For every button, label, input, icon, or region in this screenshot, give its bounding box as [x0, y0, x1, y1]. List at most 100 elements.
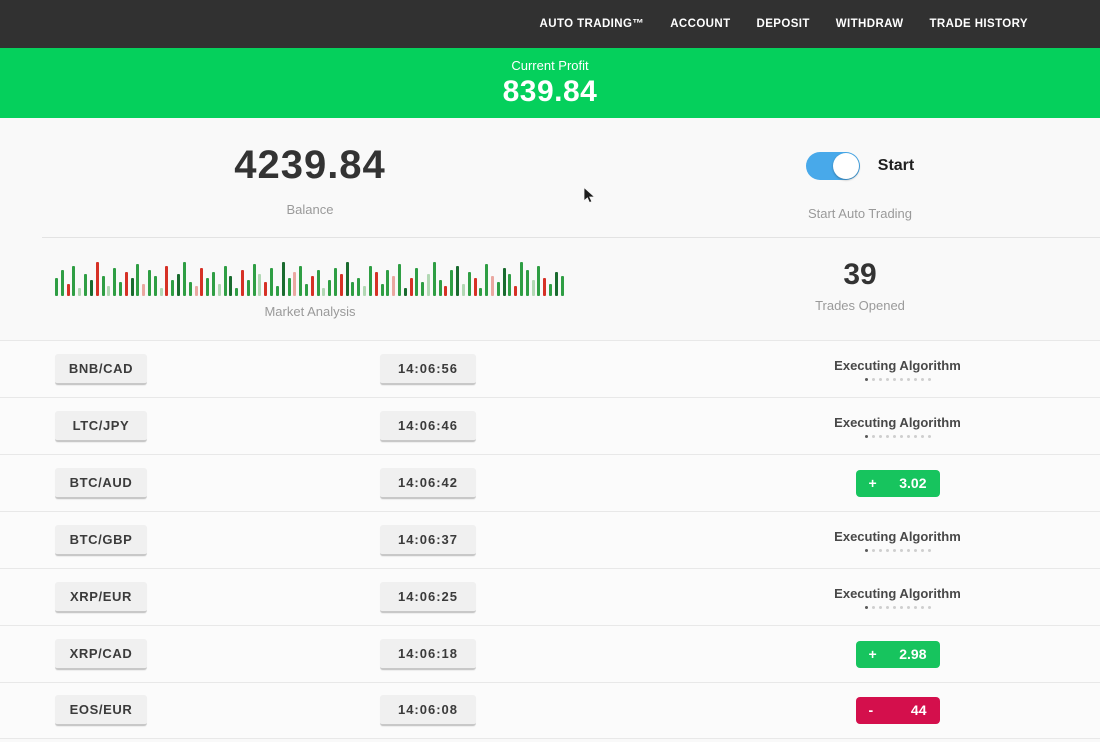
- executing-label: Executing Algorithm: [834, 357, 961, 373]
- badge-sign: +: [868, 645, 877, 662]
- progress-dot: [899, 434, 903, 438]
- profit-badge: +2.98: [855, 640, 940, 668]
- market-bar: [450, 270, 454, 296]
- time-badge: 14:06:25: [380, 581, 476, 613]
- nav-item-withdraw[interactable]: WITHDRAW: [835, 18, 904, 30]
- market-bar: [473, 278, 477, 296]
- progress-dot: [920, 605, 924, 609]
- market-bar: [281, 262, 285, 296]
- market-bar: [432, 262, 436, 296]
- market-bar: [438, 280, 442, 296]
- nav-item-trade-history[interactable]: TRADE HISTORY: [929, 18, 1028, 30]
- trades-opened-label: Trades Opened: [815, 298, 905, 313]
- progress-dots: [720, 434, 1075, 438]
- market-bar: [124, 272, 128, 296]
- progress-dot: [885, 377, 889, 381]
- market-bar: [409, 278, 413, 296]
- market-bar: [55, 278, 58, 296]
- progress-dot: [892, 377, 896, 381]
- market-bar: [241, 270, 244, 296]
- nav-item-account[interactable]: ACCOUNT: [670, 18, 731, 30]
- auto-trading-toggle[interactable]: [805, 152, 860, 180]
- top-nav: AUTO TRADING™ ACCOUNT DEPOSIT WITHDRAW TRADE…: [0, 0, 1100, 48]
- market-bar: [520, 262, 523, 296]
- market-bar: [217, 284, 221, 296]
- time-badge: 14:06:18: [380, 638, 476, 670]
- market-bar: [148, 270, 151, 296]
- market-bar: [252, 264, 256, 296]
- market-bar: [543, 278, 547, 296]
- market-bar: [130, 278, 134, 296]
- market-bar: [467, 272, 471, 296]
- market-bar: [264, 282, 268, 296]
- time-badge: 14:06:46: [380, 410, 476, 442]
- market-analysis-chart: [55, 260, 565, 296]
- progress-dot: [864, 377, 868, 381]
- progress-dot: [871, 605, 875, 609]
- market-bar: [223, 266, 227, 296]
- market-bar: [380, 284, 384, 296]
- balance-value: 4239.84: [234, 143, 386, 187]
- market-bar: [136, 264, 140, 296]
- progress-dot: [892, 548, 896, 552]
- market-bar: [101, 276, 105, 296]
- pair-badge: BNB/CAD: [55, 353, 147, 385]
- market-bar: [60, 270, 64, 296]
- progress-dot: [927, 548, 931, 552]
- progress-dot: [864, 548, 868, 552]
- trades-table: BNB/CAD 14:06:56 Executing Algorithm LTC/JP…: [0, 340, 1100, 739]
- progress-dot: [927, 377, 931, 381]
- executing-label: Executing Algorithm: [834, 528, 961, 544]
- progress-dot: [885, 605, 889, 609]
- trade-row: XRP/CAD 14:06:18 +2.98: [0, 625, 1100, 682]
- nav-item-deposit[interactable]: DEPOSIT: [756, 18, 810, 30]
- current-profit-label: Current Profit: [511, 57, 589, 73]
- market-bar: [95, 262, 99, 296]
- trade-row: XRP/EUR 14:06:25 Executing Algorithm: [0, 568, 1100, 625]
- market-bar: [229, 276, 233, 296]
- account-section: 4239.84 Balance Start Start Auto Trading: [0, 118, 1100, 237]
- market-analysis-label: Market Analysis: [264, 304, 356, 319]
- pair-badge: BTC/GBP: [55, 524, 147, 556]
- progress-dot: [878, 434, 882, 438]
- market-bar: [293, 272, 297, 296]
- progress-dots: [720, 548, 1075, 552]
- balance-label: Balance: [286, 202, 334, 217]
- market-bar: [72, 266, 76, 296]
- market-bar: [165, 266, 169, 296]
- time-badge: 14:06:56: [380, 353, 476, 385]
- market-analysis-block: Market Analysis: [0, 238, 620, 340]
- pair-badge: EOS/EUR: [55, 695, 147, 726]
- progress-dot: [885, 434, 889, 438]
- trade-row: BTC/AUD 14:06:42 +3.02: [0, 454, 1100, 511]
- progress-dot: [871, 548, 875, 552]
- market-bar: [502, 268, 506, 296]
- nav-item-auto-trading[interactable]: AUTO TRADING™: [539, 18, 645, 30]
- market-bar: [177, 274, 181, 296]
- market-bar: [270, 268, 274, 296]
- progress-dot: [920, 434, 924, 438]
- market-bar: [339, 274, 343, 296]
- status-cell: - 44: [720, 697, 1075, 724]
- market-bar: [153, 276, 157, 296]
- progress-dot: [899, 548, 903, 552]
- market-bar: [351, 282, 355, 296]
- market-bar: [485, 264, 489, 296]
- badge-amount: 3.02: [899, 474, 927, 491]
- trade-row: EOS/EUR 14:06:08 - 44: [0, 682, 1100, 739]
- market-bar: [357, 278, 361, 296]
- pair-badge: BTC/AUD: [55, 467, 147, 499]
- progress-dot: [885, 548, 889, 552]
- market-bar: [182, 262, 186, 296]
- market-bar: [304, 284, 308, 296]
- market-bar: [554, 272, 558, 296]
- market-bar: [211, 272, 215, 296]
- market-bar: [171, 280, 175, 296]
- loss-badge: - 44: [855, 697, 940, 724]
- progress-dots: [720, 377, 1075, 381]
- market-bar: [246, 280, 250, 296]
- progress-dot: [871, 434, 875, 438]
- trades-opened-block: 39 Trades Opened: [620, 238, 1100, 340]
- progress-dot: [927, 605, 931, 609]
- progress-dot: [913, 377, 917, 381]
